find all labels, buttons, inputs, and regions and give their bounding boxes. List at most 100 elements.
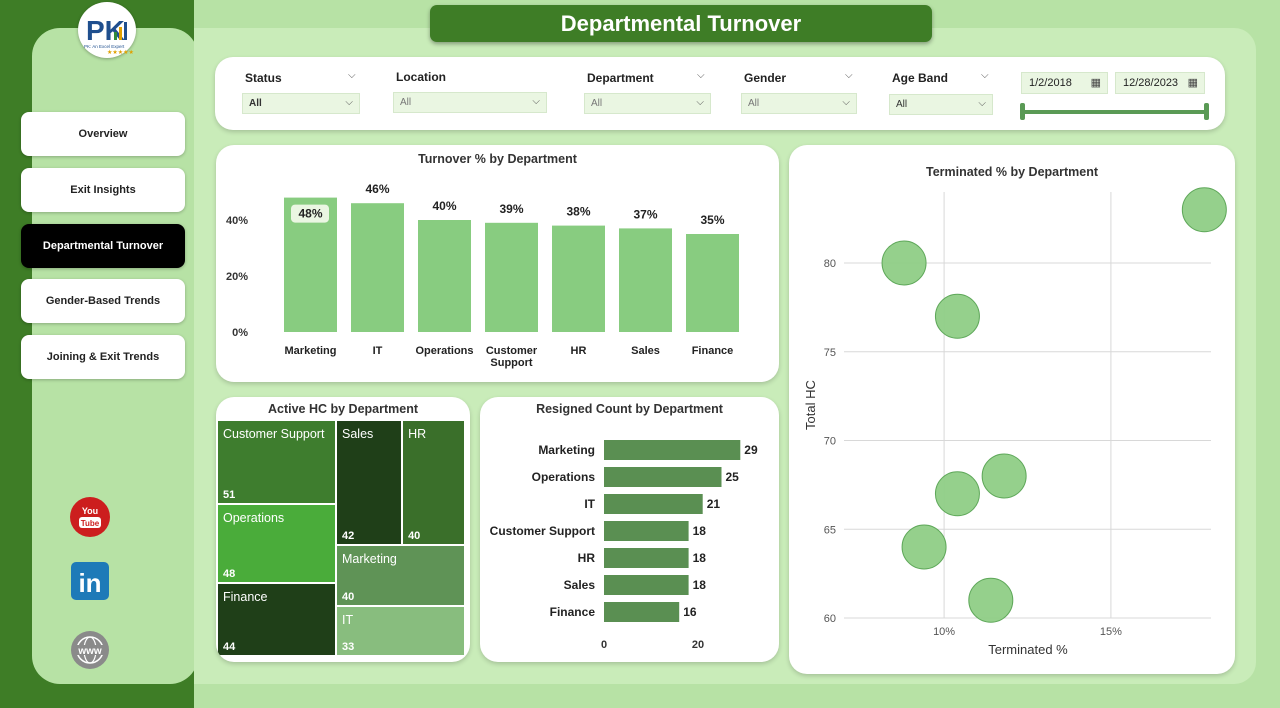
scatter-y-tick: 65 — [824, 524, 836, 536]
resigned-bar — [604, 521, 689, 541]
brand-logo[interactable]: PK PK: An Excel Expert ★★★★★ — [78, 2, 136, 58]
resigned-data-label: 18 — [693, 551, 707, 565]
treemap-tile[interactable]: IT 33 — [336, 605, 465, 656]
status-select-value: All — [249, 98, 262, 109]
turnover-category-label: Operations — [415, 345, 473, 357]
resigned-x-tick: 20 — [692, 639, 704, 651]
treemap-tile-value: 44 — [223, 640, 236, 653]
treemap-tile[interactable]: Customer Support 51 — [217, 420, 336, 505]
resigned-chart-card: Resigned Count by Department Marketing 29… — [480, 397, 779, 662]
scatter-bubble — [968, 577, 1014, 623]
department-chevron-icon[interactable]: ⌵ — [697, 70, 705, 81]
youtube-text-top: You — [82, 506, 98, 516]
department-filter-label: Department — [587, 71, 654, 85]
resigned-category-label: HR — [578, 551, 596, 565]
turnover-y-tick: 20% — [226, 271, 248, 283]
location-select[interactable]: All ⌵ — [393, 92, 547, 113]
filter-panel: Status ⌵ All ⌵ Location All ⌵ Department… — [215, 57, 1225, 130]
resigned-data-label: 29 — [744, 443, 758, 457]
age-band-select[interactable]: All ⌵ — [889, 94, 993, 115]
turnover-label-highlight — [291, 204, 329, 223]
status-select[interactable]: All ⌵ — [242, 93, 360, 114]
turnover-category-label: Customer — [486, 345, 538, 357]
treemap-tile-name: Customer Support — [223, 427, 325, 441]
treemap-tile[interactable]: Marketing 40 — [336, 544, 465, 606]
department-select[interactable]: All ⌵ — [584, 93, 711, 114]
turnover-data-label: 48% — [298, 207, 322, 221]
start-date-value: 1/2/2018 — [1029, 77, 1072, 89]
nav-joining-exit-trends-button[interactable]: Joining & Exit Trends — [21, 335, 185, 379]
date-range-start-handle[interactable] — [1020, 103, 1025, 120]
turnover-chart-card: Turnover % by Department 0% 20% 40% 48% Mark… — [216, 145, 779, 382]
chevron-down-icon: ⌵ — [842, 97, 850, 108]
start-date-input[interactable]: 1/2/2018 ▦ — [1021, 72, 1108, 94]
resigned-bar — [604, 440, 741, 460]
turnover-category-label: IT — [373, 345, 383, 357]
treemap-tile[interactable]: HR 40 — [402, 420, 465, 545]
terminated-scatter-chart: 60 65 70 75 80 10% 15% Terminated % Total HC — [803, 187, 1227, 657]
turnover-data-label: 40% — [432, 199, 456, 213]
date-range-end-handle[interactable] — [1204, 103, 1209, 120]
department-select-value: All — [591, 98, 603, 109]
treemap-tile[interactable]: Finance 44 — [217, 583, 336, 656]
turnover-bar-chart: 0% 20% 40% 48% Marketing 46% IT 40% Operations 39… — [226, 182, 739, 369]
scatter-bubble — [981, 453, 1027, 499]
active-hc-title: Active HC by Department — [267, 402, 419, 416]
scatter-x-tick: 10% — [933, 626, 955, 638]
website-text: www — [77, 646, 102, 657]
chevron-down-icon: ⌵ — [696, 97, 704, 108]
treemap-tile-value: 42 — [342, 529, 355, 542]
resigned-category-label: Finance — [550, 605, 596, 619]
nav-departmental-turnover-button[interactable]: Departmental Turnover — [21, 224, 185, 268]
date-range-track[interactable] — [1023, 110, 1207, 114]
scatter-x-tick: 15% — [1100, 626, 1122, 638]
location-select-value: All — [400, 97, 412, 108]
scatter-bubble — [934, 293, 980, 339]
nav-exit-insights-button[interactable]: Exit Insights — [21, 168, 185, 212]
turnover-bar — [351, 203, 404, 332]
resigned-data-label: 18 — [693, 524, 707, 538]
turnover-bar — [418, 220, 471, 332]
age-band-filter-label: Age Band — [892, 71, 949, 85]
scatter-bubble — [934, 471, 980, 517]
treemap-tile[interactable]: Sales 42 — [336, 420, 403, 545]
turnover-chart-title: Turnover % by Department — [418, 152, 577, 166]
turnover-category-label: Sales — [631, 345, 660, 357]
resigned-category-label: Marketing — [538, 443, 595, 457]
calendar-icon[interactable]: ▦ — [1187, 77, 1198, 89]
scatter-y-tick: 75 — [824, 347, 836, 359]
gender-select[interactable]: All ⌵ — [741, 93, 857, 114]
turnover-data-label: 38% — [566, 205, 590, 219]
treemap-tile-name: Finance — [223, 590, 268, 605]
terminated-chart-card: Terminated % by Department 60 65 70 75 80 10%… — [789, 145, 1235, 674]
treemap-tile-value: 40 — [408, 529, 421, 542]
treemap-tile-value: 33 — [342, 640, 355, 653]
resigned-category-label: Operations — [532, 470, 596, 484]
treemap-tile-name: HR — [408, 427, 427, 441]
logo-subtitle: PK: An Excel Expert — [84, 44, 125, 49]
active-hc-card: Active HC by Department Customer Support… — [216, 397, 470, 662]
treemap-tile-name: Operations — [223, 511, 285, 526]
status-chevron-icon[interactable]: ⌵ — [348, 70, 356, 81]
end-date-input[interactable]: 12/28/2023 ▦ — [1115, 72, 1205, 94]
calendar-icon[interactable]: ▦ — [1090, 77, 1101, 89]
youtube-icon[interactable]: You Tube — [70, 497, 110, 537]
treemap-tile[interactable]: Operations 48 — [217, 504, 336, 584]
age-band-chevron-icon[interactable]: ⌵ — [981, 70, 989, 81]
turnover-y-tick: 40% — [226, 215, 248, 227]
nav-overview-button[interactable]: Overview — [21, 112, 185, 156]
terminated-chart-title: Terminated % by Department — [925, 165, 1099, 179]
linkedin-icon[interactable]: in — [70, 561, 110, 601]
resigned-data-label: 18 — [693, 578, 707, 592]
nav-gender-based-trends-button[interactable]: Gender-Based Trends — [21, 279, 185, 323]
resigned-x-tick: 0 — [601, 639, 607, 651]
turnover-category-label: HR — [571, 345, 587, 357]
resigned-data-label: 25 — [726, 470, 740, 484]
gender-chevron-icon[interactable]: ⌵ — [845, 70, 853, 81]
turnover-y-tick: 0% — [232, 327, 248, 339]
website-globe-icon[interactable]: www — [70, 630, 110, 670]
gender-select-value: All — [748, 98, 760, 109]
age-band-select-value: All — [896, 99, 908, 110]
treemap-tile-value: 51 — [223, 489, 236, 502]
gender-filter-label: Gender — [744, 71, 787, 85]
